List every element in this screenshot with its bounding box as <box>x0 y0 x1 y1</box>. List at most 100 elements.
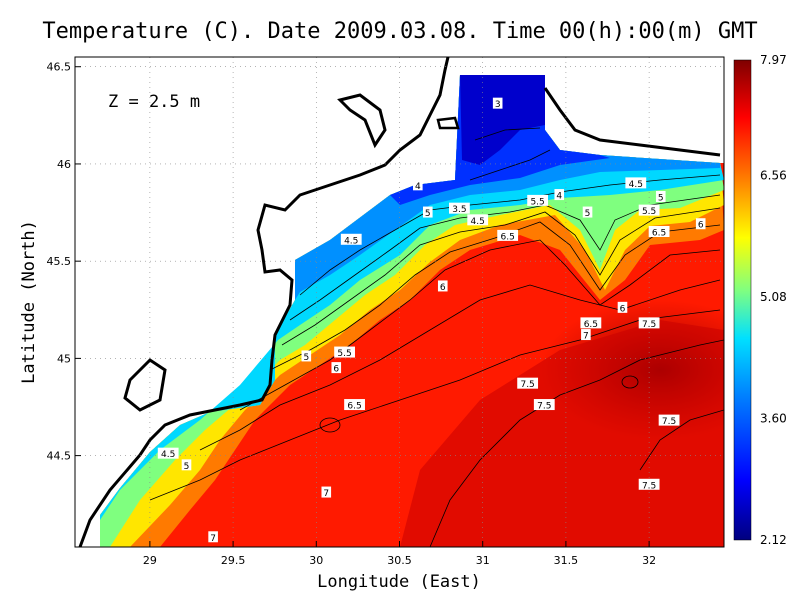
colorbar-tick-label: 2.12 <box>760 533 787 547</box>
contour-label-box <box>422 206 433 218</box>
contour-label-box <box>437 280 448 292</box>
peninsula-outline <box>123 358 167 412</box>
contour-line <box>429 339 724 547</box>
island-outline <box>337 93 387 149</box>
contour-label-box <box>497 229 519 241</box>
colorbar-tick-label: 7.97 <box>760 53 787 67</box>
contour-label-box <box>580 317 602 329</box>
coastline-north <box>543 87 721 157</box>
contour-label: 7.5 <box>520 380 534 390</box>
contour-label-box <box>340 233 362 245</box>
contour-label: 5 <box>184 462 190 472</box>
x-tick-label: 29 <box>143 554 157 567</box>
contour-label-box <box>581 329 591 341</box>
contour-label-box <box>527 194 549 206</box>
contour-label: 7.5 <box>642 481 656 491</box>
colorbar-tick-label: 5.08 <box>760 290 787 304</box>
contour-label-box <box>533 399 555 411</box>
estuary-outline <box>436 116 460 130</box>
x-axis-ticks: 29 29.5 30 30.5 31 31.5 32 <box>143 541 656 567</box>
contour-label-box <box>331 362 342 374</box>
contour-label: 6 <box>440 283 446 293</box>
contour-label: 6.5 <box>501 232 515 242</box>
contour-line <box>149 309 721 501</box>
contour-label: 5.5 <box>642 207 656 217</box>
contour-label-box <box>638 317 660 329</box>
contour-label: 6 <box>620 304 626 314</box>
contour-label: 4.5 <box>471 217 485 227</box>
y-tick-label: 45 <box>57 352 71 365</box>
contour-label: 7 <box>583 332 589 342</box>
contour-line <box>289 194 721 321</box>
contour-line <box>281 207 721 346</box>
colorbar-ticks: 2.12 3.60 5.08 6.56 7.97 <box>760 53 787 547</box>
contour-label: 7.5 <box>662 417 676 427</box>
contour-label-box <box>301 350 312 362</box>
x-tick-label: 30.5 <box>387 554 412 567</box>
sea-band-darkblue <box>460 75 545 165</box>
contour-label-box <box>655 191 666 202</box>
x-tick-label: 31.5 <box>554 554 579 567</box>
contour-label: 5.5 <box>530 197 544 207</box>
colorbar-tick-label: 3.60 <box>760 412 787 426</box>
y-tick-label: 44.5 <box>47 450 72 463</box>
x-tick-label: 30 <box>309 554 323 567</box>
contour-label-box <box>695 218 706 230</box>
contour-label: 5 <box>658 194 664 204</box>
contour-line <box>239 239 721 411</box>
contour-label-box <box>208 531 218 543</box>
contour-line <box>269 221 721 371</box>
contour-label-box <box>334 346 355 358</box>
contour-label-box <box>554 189 565 201</box>
contour-line <box>199 279 721 451</box>
contour-label: 6.5 <box>652 229 666 239</box>
sea-band-cyan <box>100 75 724 547</box>
contour-label: 7.5 <box>537 402 551 412</box>
contour-label: 6 <box>698 221 704 231</box>
depth-annotation: Z = 2.5 m <box>108 92 200 112</box>
contour-label-box <box>625 177 647 189</box>
contour-label: 6.5 <box>584 320 598 330</box>
x-tick-label: 31 <box>476 554 490 567</box>
contour-label: 3.5 <box>452 205 466 215</box>
contour-label: 3 <box>495 100 501 110</box>
contour-label: 7.5 <box>642 320 656 330</box>
y-axis-ticks: 44.5 45 45.5 46 46.5 <box>47 61 81 463</box>
sea-band-lightblue <box>295 75 720 300</box>
grid-lines <box>75 57 724 547</box>
contour-label-box <box>617 301 628 313</box>
contour-label-box <box>181 459 192 471</box>
contour-label: 6.5 <box>347 402 361 412</box>
contour-label: 5 <box>425 209 431 219</box>
contour-label: 5 <box>585 209 591 219</box>
contour-label: 4.5 <box>161 450 175 460</box>
y-tick-label: 46.5 <box>47 61 72 74</box>
contour-label: 4.5 <box>629 180 643 190</box>
contour-line <box>639 409 724 471</box>
contour-label-box <box>492 97 503 109</box>
y-axis-label: Latitude (North) <box>19 220 39 384</box>
sea-warm-tongue <box>400 320 724 547</box>
contour-label-box <box>582 206 593 218</box>
x-axis-label: Longitude (East) <box>317 572 481 592</box>
contour-label: 5 <box>303 353 309 363</box>
contour-label: 4.5 <box>344 236 358 246</box>
contour-label-box <box>449 202 470 214</box>
contour-label: 5.5 <box>337 349 351 359</box>
contour-label: 6 <box>333 365 339 375</box>
contour-label-box <box>321 486 332 498</box>
contour-line <box>621 375 639 389</box>
contour-label-box <box>344 399 365 411</box>
contour-label-box <box>413 179 423 191</box>
contour-line <box>319 417 341 433</box>
contour-line <box>474 127 541 141</box>
contour-label: 4 <box>556 192 562 202</box>
x-tick-label: 29.5 <box>221 554 246 567</box>
x-tick-label: 32 <box>642 554 656 567</box>
contour-label-box <box>648 226 670 237</box>
contour-label-box <box>658 414 680 426</box>
coastline <box>78 57 450 547</box>
temperature-field <box>78 57 724 547</box>
